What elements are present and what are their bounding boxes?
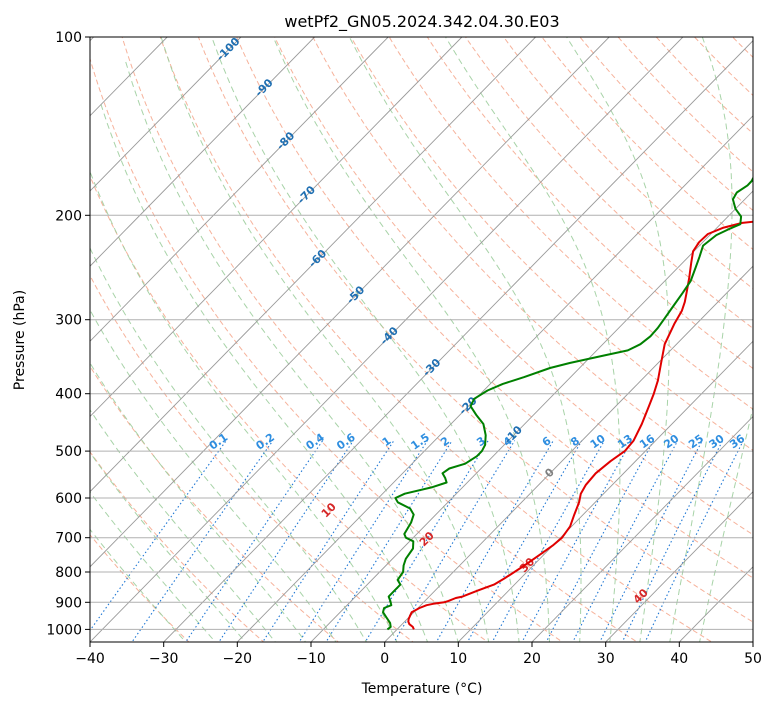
moist-adiabat-line xyxy=(90,308,337,642)
y-tick-label: 200 xyxy=(55,208,82,224)
y-tick-label: 700 xyxy=(55,531,82,547)
dry-adiabat-line xyxy=(90,451,265,642)
mixing-ratio-line xyxy=(644,440,744,642)
isotherm-line xyxy=(90,37,315,267)
x-tick-label: −10 xyxy=(296,651,326,667)
dry-adiabat-line xyxy=(426,37,753,370)
y-tick-label: 300 xyxy=(55,313,82,329)
mixing-ratio-line xyxy=(435,440,554,642)
x-tick-label: 20 xyxy=(523,651,541,667)
moist-adiabat-line xyxy=(699,405,753,642)
isotherm-line xyxy=(236,115,753,642)
isotherm-line xyxy=(90,37,610,568)
moist-adiabat-line xyxy=(90,491,216,642)
y-tick-label: 900 xyxy=(55,595,82,611)
isotherm-line xyxy=(531,415,753,642)
moist-adiabat-line xyxy=(272,37,550,642)
x-tick-label: 40 xyxy=(670,651,688,667)
dewpoint-profile xyxy=(382,176,753,631)
dry-adiabat-line xyxy=(90,533,190,642)
x-tick-label: 10 xyxy=(449,651,467,667)
y-axis-label: Pressure (hPa) xyxy=(12,290,28,390)
x-tick-label: 30 xyxy=(597,651,615,667)
isotherm-line xyxy=(310,190,753,642)
x-axis-label: Temperature (°C) xyxy=(361,681,483,697)
pressure-gridlines xyxy=(90,37,753,630)
dry-adiabat-line xyxy=(121,37,638,642)
dry-adiabat-line xyxy=(312,37,753,493)
mixing-ratio-line xyxy=(572,440,679,642)
x-tick-label: −30 xyxy=(149,651,179,667)
moist-adiabat-line xyxy=(100,104,429,642)
mixing-ratio-line xyxy=(491,440,605,642)
y-tick-label: 1000 xyxy=(46,622,82,638)
moist-adiabat-line xyxy=(90,451,246,642)
y-tick-label: 400 xyxy=(55,387,82,403)
y-tick-label: 100 xyxy=(55,30,82,46)
isotherm-line xyxy=(384,265,753,642)
y-axis-ticks: 1000 900 800 700 600 500 400 300 200 100 xyxy=(46,30,90,638)
dry-adiabat-line xyxy=(655,37,753,135)
y-tick-label: 500 xyxy=(55,444,82,460)
mixing-ratio-line xyxy=(521,440,633,642)
dry-adiabat-line xyxy=(90,365,340,642)
x-axis-ticks: −40 −30 −20 −10 0 10 20 30 40 50 xyxy=(75,642,762,667)
dry-adiabat-line xyxy=(388,37,753,410)
isotherm-line xyxy=(90,37,389,342)
moist-adiabat-line xyxy=(348,37,582,642)
mixing-ratio-line xyxy=(325,440,453,642)
sounding-profiles xyxy=(382,176,753,631)
moist-adiabat-line xyxy=(669,37,733,642)
isotherm-line xyxy=(90,37,242,192)
moist-adiabat-line xyxy=(125,61,459,642)
y-tick-label: 600 xyxy=(55,491,82,507)
isotherm-line xyxy=(163,40,753,642)
mixing-ratio-lines xyxy=(90,440,744,642)
y-tick-label: 800 xyxy=(55,565,82,581)
plot-frame xyxy=(89,36,754,643)
mixing-ratio-line xyxy=(131,440,274,642)
x-tick-label: −20 xyxy=(223,651,253,667)
chart-title: wetPf2_GN05.2024.342.04.30.E03 xyxy=(284,12,559,32)
mixing-ratio-line xyxy=(364,440,489,642)
dry-adiabat-line xyxy=(197,37,753,623)
mixing-ratio-line xyxy=(466,440,583,642)
dry-adiabat-line xyxy=(90,57,564,642)
x-tick-label: 0 xyxy=(380,651,389,667)
skewed-isotherms xyxy=(90,37,753,642)
dry-adiabat-line xyxy=(236,37,753,579)
dry-adiabat-line xyxy=(503,37,753,290)
dry-adiabats xyxy=(90,37,753,642)
moist-adiabat-line xyxy=(566,37,670,642)
mixing-ratio-line xyxy=(545,440,655,642)
plot-area: 0.1 0.2 0.4 0.6 1 1.5 2 3 4 6 8 10 13 16 20 25 30 36-100-… xyxy=(90,37,753,642)
x-tick-label: −40 xyxy=(75,651,105,667)
isotherm-line xyxy=(90,37,463,418)
isotherm-line xyxy=(90,37,536,493)
temperature-profile xyxy=(407,220,753,630)
dry-adiabat-line xyxy=(464,37,753,329)
dry-adiabat-line xyxy=(579,37,753,212)
moist-adiabat-line xyxy=(445,37,621,642)
dry-adiabat-line xyxy=(350,37,753,451)
isotherm-line xyxy=(605,491,753,642)
isotherm-line xyxy=(90,37,684,642)
x-tick-label: 50 xyxy=(744,651,762,667)
mixing-ratio-line xyxy=(185,440,324,642)
dry-adiabat-line xyxy=(159,37,713,642)
